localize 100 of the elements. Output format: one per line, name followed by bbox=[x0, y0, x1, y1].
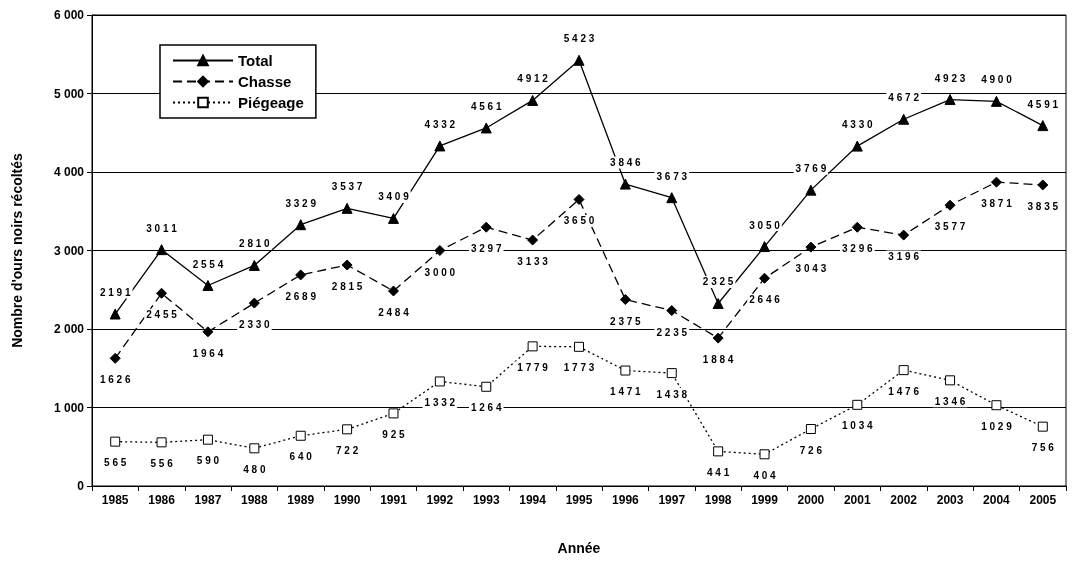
point bbox=[110, 436, 121, 447]
point bbox=[341, 259, 353, 271]
point bbox=[434, 245, 446, 256]
point bbox=[387, 212, 399, 224]
data-label: 3 0 5 0 bbox=[749, 219, 781, 231]
data-label: 3 5 7 7 bbox=[934, 221, 966, 233]
point bbox=[341, 202, 353, 214]
point bbox=[527, 341, 538, 352]
point bbox=[852, 399, 863, 410]
point bbox=[573, 54, 585, 66]
data-label: 3 0 1 1 bbox=[146, 222, 178, 234]
data-label: 4 4 1 bbox=[707, 466, 730, 478]
x-tick-label: 2005 bbox=[1029, 493, 1057, 507]
point bbox=[295, 430, 306, 441]
x-tick-label: 1993 bbox=[472, 493, 500, 507]
data-label: 1 3 4 6 bbox=[934, 395, 966, 407]
data-label: 3 8 7 1 bbox=[981, 198, 1013, 210]
data-label: 4 3 3 2 bbox=[424, 118, 456, 130]
data-label: 3 5 3 7 bbox=[331, 181, 363, 193]
data-label: 5 5 6 bbox=[150, 457, 174, 469]
data-label: 3 1 9 6 bbox=[888, 251, 920, 263]
point bbox=[990, 176, 1002, 188]
point bbox=[156, 437, 167, 448]
data-label: 4 9 2 3 bbox=[934, 72, 966, 84]
data-label: 3 2 9 6 bbox=[841, 243, 874, 255]
data-label: 3 8 3 5 bbox=[1027, 200, 1059, 212]
point bbox=[759, 449, 770, 460]
point bbox=[990, 95, 1002, 107]
data-label: 4 5 6 1 bbox=[470, 100, 502, 112]
point bbox=[945, 375, 956, 386]
point bbox=[944, 199, 956, 211]
point bbox=[713, 446, 724, 457]
point bbox=[805, 184, 817, 196]
data-label: 3 0 0 0 bbox=[424, 266, 456, 278]
point bbox=[248, 259, 260, 271]
y-tick-label: 2 000 bbox=[53, 322, 85, 336]
data-label: 2 1 9 1 bbox=[99, 287, 131, 299]
data-label: 3 0 4 3 bbox=[795, 263, 827, 275]
data-label: 4 5 9 1 bbox=[1027, 98, 1059, 110]
point bbox=[805, 241, 817, 253]
x-tick-label: 1994 bbox=[519, 493, 547, 507]
point bbox=[898, 229, 910, 241]
data-label: 1 4 7 6 bbox=[888, 385, 920, 397]
x-tick-label: 1990 bbox=[333, 493, 361, 507]
point bbox=[480, 122, 492, 134]
data-label: 1 7 7 9 bbox=[517, 361, 549, 373]
point bbox=[295, 269, 307, 281]
x-tick-label: 2000 bbox=[797, 493, 825, 507]
legend-label: Total bbox=[238, 52, 273, 69]
point bbox=[434, 376, 445, 387]
data-label: 2 6 4 6 bbox=[749, 294, 781, 306]
point bbox=[156, 287, 168, 299]
data-label: 3 3 2 9 bbox=[285, 197, 317, 209]
data-label: 3 4 0 9 bbox=[378, 191, 410, 203]
point bbox=[1037, 179, 1049, 191]
data-label: 2 8 1 5 bbox=[331, 281, 363, 293]
point bbox=[851, 140, 863, 152]
data-label: 4 3 3 0 bbox=[841, 119, 874, 131]
y-tick-label: 4 000 bbox=[53, 165, 85, 179]
y-tick-label: 6 000 bbox=[53, 8, 85, 22]
y-tick-label: 3 000 bbox=[53, 243, 85, 258]
point bbox=[759, 272, 771, 284]
point bbox=[248, 297, 260, 309]
point bbox=[619, 178, 631, 190]
y-tick-label: 0 bbox=[77, 479, 85, 493]
data-label: 2 3 2 5 bbox=[702, 276, 734, 288]
point bbox=[295, 219, 307, 231]
data-label: 1 7 7 3 bbox=[563, 362, 595, 374]
data-label: 5 6 5 bbox=[104, 457, 127, 469]
data-label: 1 6 2 6 bbox=[99, 374, 131, 386]
point bbox=[342, 424, 353, 435]
data-label: 7 2 6 bbox=[799, 444, 823, 456]
data-label: 2 4 5 5 bbox=[146, 309, 178, 321]
point bbox=[249, 443, 260, 454]
data-label: 2 2 3 5 bbox=[656, 326, 688, 338]
x-tick-label: 1991 bbox=[380, 493, 408, 507]
x-tick-label: 1995 bbox=[565, 493, 593, 507]
point bbox=[712, 332, 724, 344]
data-label: 6 4 0 bbox=[289, 451, 313, 463]
data-label: 4 8 0 bbox=[243, 463, 266, 475]
x-tick-label: 2002 bbox=[890, 493, 918, 507]
x-tick-label: 1988 bbox=[240, 493, 268, 507]
point bbox=[388, 408, 399, 419]
data-label: 2 8 1 0 bbox=[239, 238, 271, 250]
x-tick-label: 1997 bbox=[658, 493, 686, 507]
point bbox=[851, 221, 863, 233]
x-tick-label: 1992 bbox=[426, 493, 454, 507]
point bbox=[944, 94, 956, 106]
x-axis-title: Année bbox=[557, 540, 601, 556]
y-tick-label: 1 000 bbox=[53, 400, 85, 415]
data-label: 3 6 5 0 bbox=[563, 215, 595, 227]
data-label: 1 2 6 4 bbox=[470, 402, 502, 414]
data-label: 7 5 6 bbox=[1031, 442, 1055, 454]
point bbox=[712, 297, 724, 309]
point bbox=[1037, 120, 1049, 132]
point bbox=[481, 381, 492, 392]
data-label: 4 9 0 0 bbox=[981, 74, 1013, 86]
point bbox=[805, 424, 816, 435]
data-label: 4 9 1 2 bbox=[517, 73, 549, 85]
data-label: 1 0 2 9 bbox=[981, 420, 1013, 432]
